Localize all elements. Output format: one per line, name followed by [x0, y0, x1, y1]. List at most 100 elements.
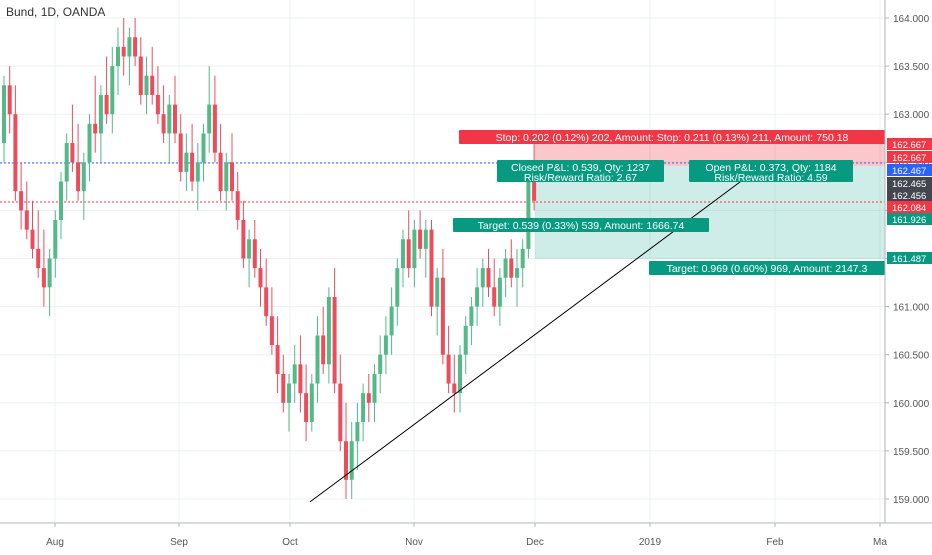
candle-body[interactable] — [110, 66, 115, 115]
candle-body[interactable] — [247, 239, 252, 259]
candle-body[interactable] — [429, 229, 434, 307]
candle-body[interactable] — [41, 268, 46, 288]
candle-body[interactable] — [36, 248, 41, 269]
candle-body[interactable] — [321, 335, 326, 365]
candle-body[interactable] — [59, 181, 63, 221]
candle-body[interactable] — [372, 373, 377, 403]
candle-body[interactable] — [458, 354, 462, 394]
candle-body[interactable] — [218, 152, 223, 192]
candle-body[interactable] — [19, 191, 24, 211]
candle-body[interactable] — [378, 354, 383, 374]
candle-body[interactable] — [480, 268, 485, 288]
candle-body[interactable] — [275, 345, 280, 374]
candle-body[interactable] — [133, 37, 138, 57]
candle-body[interactable] — [332, 296, 337, 384]
candle-body[interactable] — [150, 75, 155, 95]
candle-body[interactable] — [7, 85, 12, 115]
candle-body[interactable] — [503, 258, 508, 278]
y-tick-label: 160.500 — [893, 351, 930, 362]
candle-body[interactable] — [87, 123, 92, 163]
candle-body[interactable] — [104, 94, 109, 115]
candle-body[interactable] — [81, 162, 86, 192]
candle-body[interactable] — [475, 287, 480, 307]
candle-body[interactable] — [486, 268, 491, 288]
candle-body[interactable] — [344, 441, 348, 480]
candle-body[interactable] — [201, 133, 206, 163]
candle-body[interactable] — [287, 383, 291, 403]
candle-body[interactable] — [98, 94, 103, 134]
price-axis-panel[interactable] — [885, 0, 932, 550]
candle-body[interactable] — [64, 143, 69, 182]
candle-body[interactable] — [127, 37, 132, 57]
candle-body[interactable] — [509, 258, 514, 278]
candle-body[interactable] — [366, 393, 371, 403]
candle-body[interactable] — [532, 181, 537, 201]
candle-body[interactable] — [167, 104, 172, 134]
candle-body[interactable] — [224, 162, 229, 192]
candle-body[interactable] — [53, 220, 58, 259]
candle-body[interactable] — [161, 114, 166, 134]
candle-body[interactable] — [207, 104, 212, 134]
candle-body[interactable] — [526, 181, 531, 249]
candle-body[interactable] — [423, 229, 428, 249]
candle-body[interactable] — [292, 364, 297, 384]
candle-body[interactable] — [70, 143, 75, 163]
candle-body[interactable] — [389, 306, 394, 336]
candle-body[interactable] — [178, 133, 183, 172]
candle-body[interactable] — [116, 46, 120, 67]
candle-body[interactable] — [435, 277, 440, 307]
candle-body[interactable] — [212, 104, 217, 153]
candle-body[interactable] — [355, 422, 360, 442]
candle-body[interactable] — [309, 383, 314, 423]
candle-body[interactable] — [47, 258, 52, 288]
candle-body[interactable] — [412, 229, 417, 269]
candle-body[interactable] — [338, 383, 343, 442]
candle-body[interactable] — [30, 229, 35, 249]
candle-body[interactable] — [383, 335, 388, 355]
candle-body[interactable] — [2, 85, 6, 144]
candle-body[interactable] — [440, 277, 445, 355]
candle-body[interactable] — [349, 441, 354, 480]
candle-body[interactable] — [361, 393, 366, 423]
candle-body[interactable] — [452, 383, 457, 394]
candle-body[interactable] — [515, 268, 519, 278]
candle-body[interactable] — [520, 248, 525, 269]
target-1-label: Target: 0.539 (0.33%) 539, Amount: 1666.… — [478, 220, 685, 232]
candle-body[interactable] — [418, 229, 423, 249]
candle-body[interactable] — [24, 210, 29, 230]
candle-body[interactable] — [264, 287, 269, 317]
candle-body[interactable] — [406, 239, 411, 269]
candle-body[interactable] — [304, 393, 309, 423]
candle-body[interactable] — [469, 306, 474, 326]
candle-body[interactable] — [281, 373, 286, 403]
candle-body[interactable] — [298, 364, 303, 394]
candle-body[interactable] — [173, 104, 177, 134]
candle-body[interactable] — [93, 123, 98, 134]
candle-body[interactable] — [195, 162, 200, 182]
candle-body[interactable] — [492, 287, 497, 307]
x-tick-label: Sep — [170, 537, 188, 548]
candle-body[interactable] — [121, 46, 126, 57]
candle-body[interactable] — [401, 239, 405, 269]
candle-body[interactable] — [315, 335, 320, 384]
candle-body[interactable] — [155, 94, 160, 115]
candle-body[interactable] — [395, 268, 400, 307]
candle-body[interactable] — [184, 152, 189, 172]
candle-body[interactable] — [463, 325, 468, 355]
candle-body[interactable] — [76, 162, 81, 192]
candle-body[interactable] — [190, 152, 195, 182]
candles-layer — [2, 18, 537, 499]
candle-body[interactable] — [497, 277, 502, 307]
candle-body[interactable] — [241, 220, 246, 259]
candle-body[interactable] — [138, 56, 143, 95]
candle-body[interactable] — [446, 354, 451, 384]
candle-body[interactable] — [326, 296, 331, 365]
candle-body[interactable] — [258, 268, 263, 288]
candle-body[interactable] — [13, 114, 18, 192]
candle-body[interactable] — [230, 162, 234, 192]
price-axis-label-bg — [887, 201, 932, 213]
candle-body[interactable] — [235, 191, 240, 221]
candle-body[interactable] — [144, 75, 149, 95]
candle-body[interactable] — [252, 239, 257, 269]
candle-body[interactable] — [269, 316, 274, 346]
